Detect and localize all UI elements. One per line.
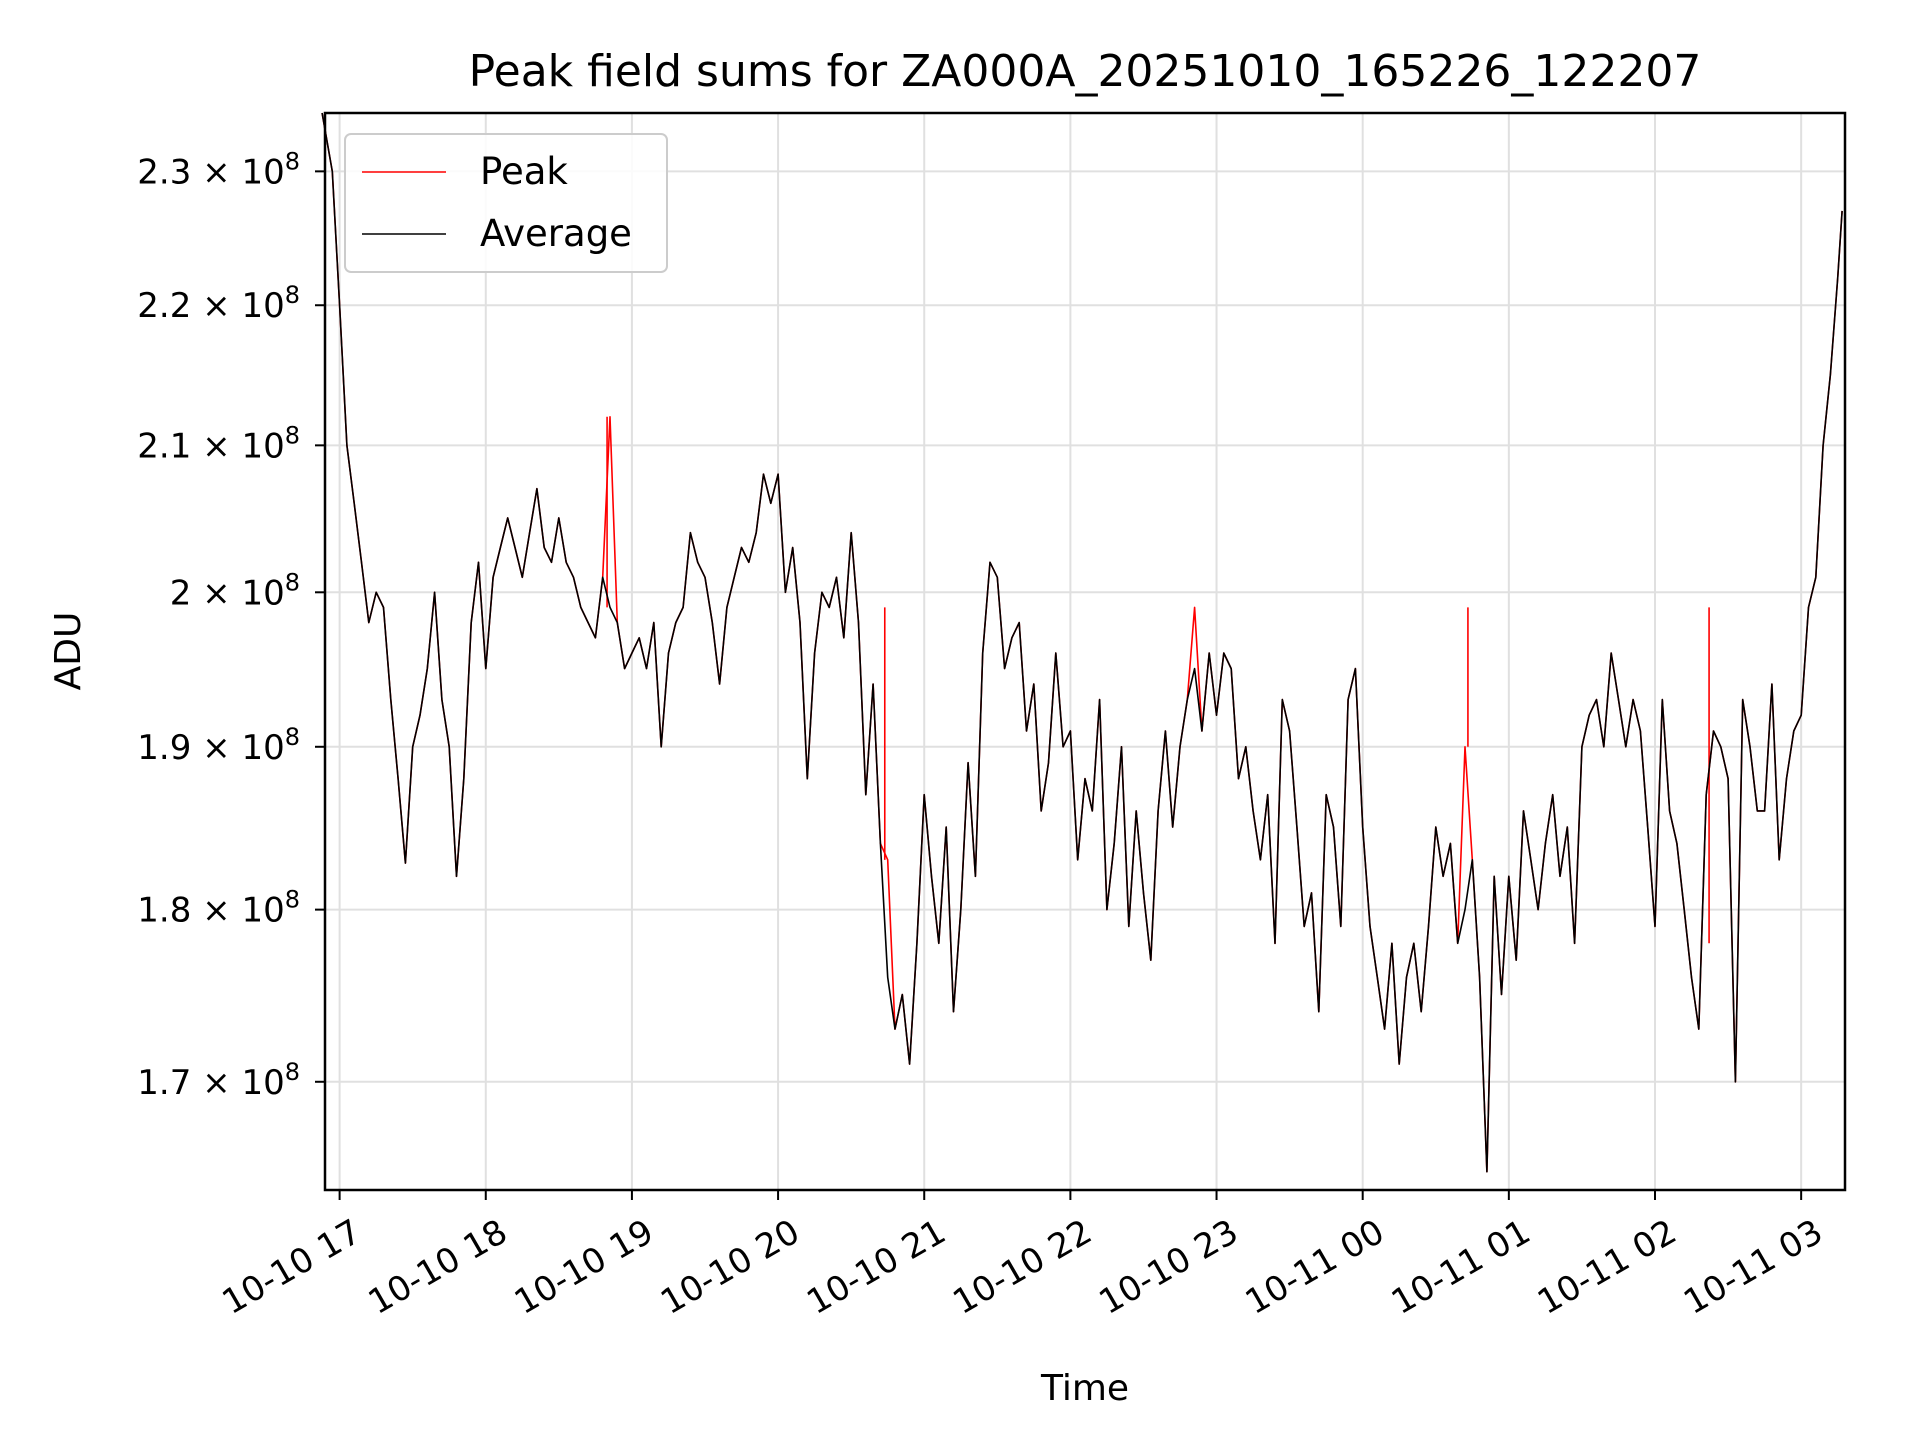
legend-label-peak: Peak (480, 150, 568, 193)
legend: Peak Average (344, 133, 668, 273)
grid (325, 113, 1845, 1190)
x-axis-title: Time (1040, 1368, 1129, 1409)
series-layer (321, 112, 1843, 1173)
y-axis: 1.7 × 108 1.8 × 108 1.9 × 108 2 × 108 2.1 × … (137, 147, 325, 1103)
y-tick-label: 1.9 × 108 (137, 723, 300, 768)
y-axis-title: ADU (48, 612, 89, 691)
y-tick-label: 2.1 × 108 (137, 421, 300, 466)
chart-title: Peak field sums for ZA000A_20251010_1652… (469, 46, 1702, 97)
y-tick-label: 2 × 108 (170, 568, 300, 613)
legend-box (344, 133, 668, 273)
y-tick-label: 2.2 × 108 (137, 281, 300, 326)
y-tick-label: 1.8 × 108 (137, 886, 300, 931)
legend-label-average: Average (480, 212, 632, 255)
y-tick-label: 1.7 × 108 (137, 1058, 300, 1103)
y-tick-label: 2.3 × 108 (137, 147, 300, 192)
plot-frame (323, 111, 1847, 1192)
series-line-average (321, 112, 1843, 1173)
